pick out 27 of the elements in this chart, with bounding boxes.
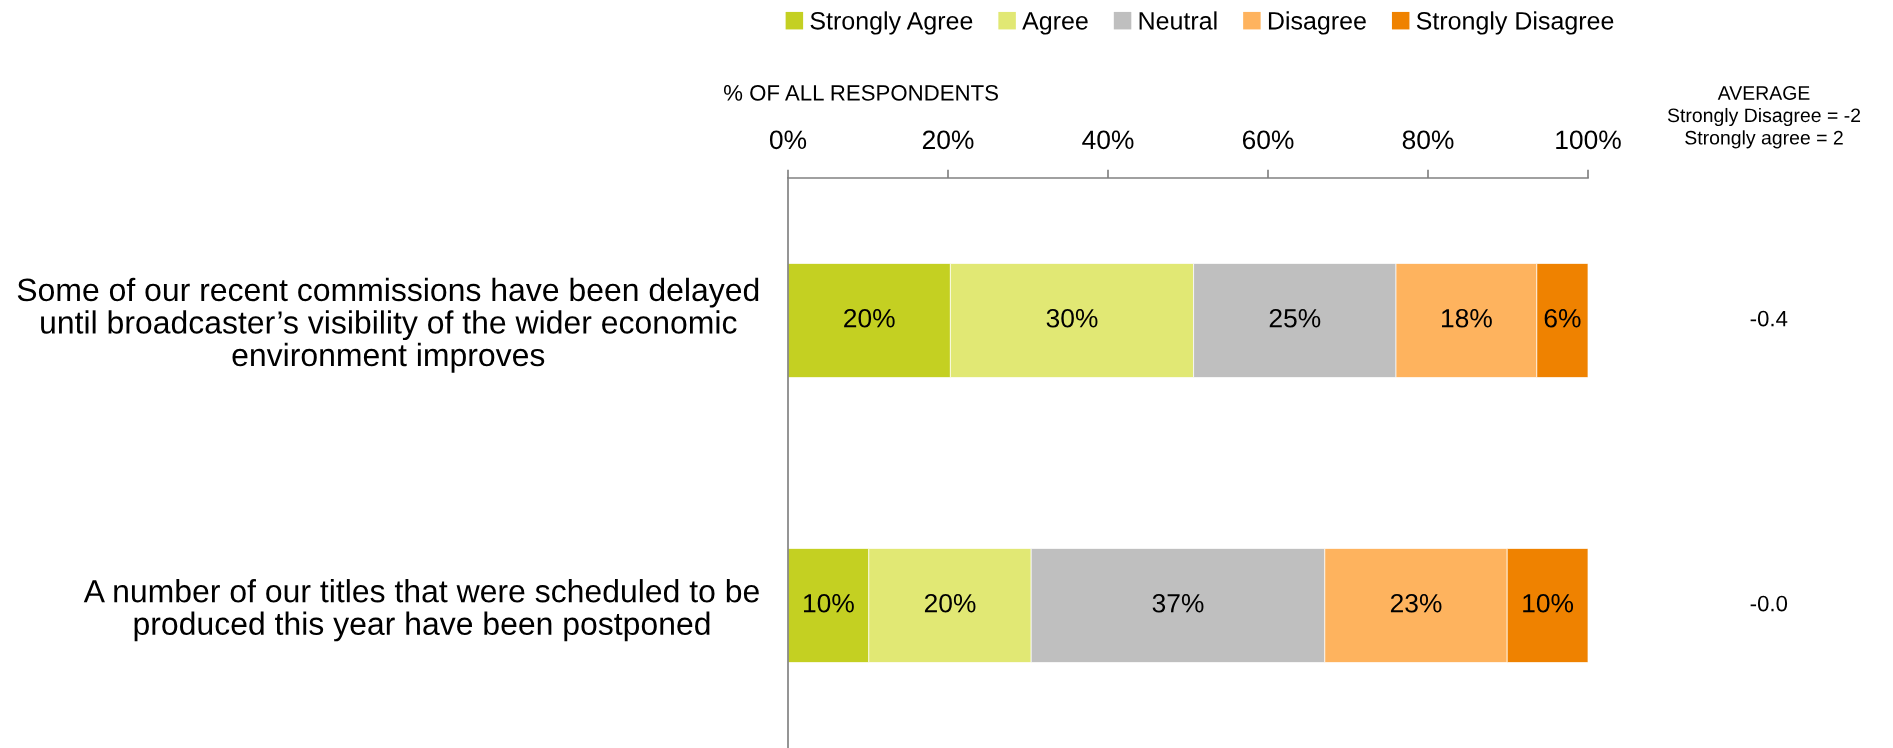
legend-label: Strongly Disagree (1416, 11, 1614, 35)
y-tick-label: A number of our titles that were scheduled to be produced this year have been postponed (83, 579, 759, 642)
data-label: 18% (1442, 308, 1492, 328)
x-tick-label: 100% (1556, 130, 1621, 150)
legend-label: Strongly Agree (810, 11, 973, 35)
data-label: 20% (924, 593, 976, 613)
y-tick-label: Some of our recent commissions have been delayed until broadcaster’s visibility of the wider economic environment improves (17, 277, 759, 373)
x-tick-label: 20% (922, 130, 974, 150)
text: AVERAGE Strongly Disagree = -2 Strongly agree = 2 (1667, 86, 1861, 149)
data-label: 10% (804, 593, 854, 613)
text: -0.0 (1750, 595, 1788, 612)
legend-label: Agree (1022, 12, 1088, 35)
data-label: 30% (1046, 308, 1098, 328)
x-axis-title: % OF ALL RESPONDENTS (723, 85, 998, 101)
x-tick-label: 40% (1082, 130, 1134, 150)
data-label: 10% (1523, 593, 1574, 613)
data-label: 23% (1390, 593, 1442, 613)
x-tick-label: 80% (1402, 130, 1454, 150)
data-label: 20% (844, 308, 895, 328)
x-tick-label: 0% (769, 130, 807, 150)
legend-label: Neutral (1139, 11, 1217, 30)
data-label: 25% (1269, 308, 1321, 328)
x-tick-label: 60% (1242, 130, 1294, 150)
legend-label: Disagree (1268, 11, 1366, 35)
data-label: 6% (1544, 308, 1581, 328)
text: -0.4 (1750, 310, 1788, 327)
data-label: 37% (1152, 593, 1204, 613)
